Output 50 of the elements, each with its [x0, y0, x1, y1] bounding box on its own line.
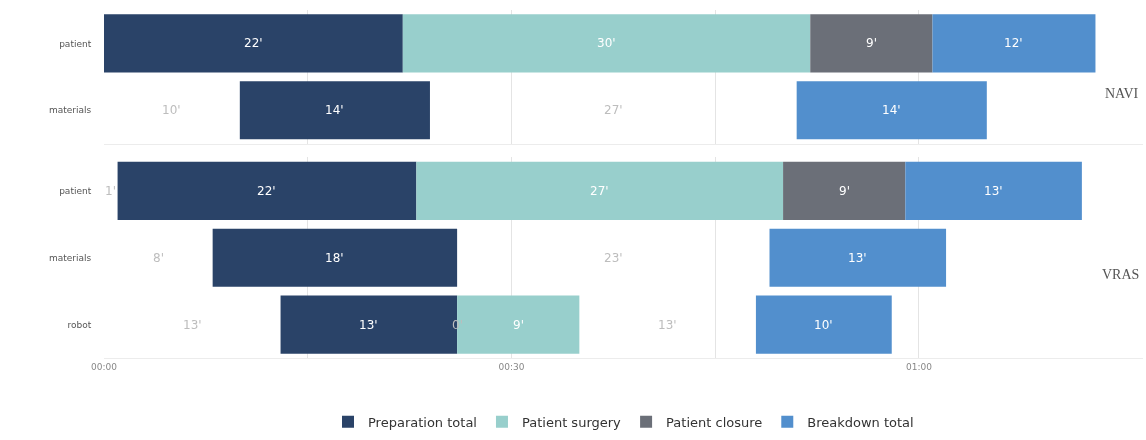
bar [783, 161, 906, 220]
x-tick-label: 01:00 [905, 361, 933, 372]
data-label: 10' [814, 318, 833, 332]
bar [769, 228, 947, 287]
data-label: 13' [359, 318, 378, 332]
bar [402, 14, 811, 73]
data-label: 22' [257, 184, 276, 198]
annotation: 27' [604, 103, 623, 117]
bar [810, 14, 933, 73]
annotation: 8' [153, 251, 164, 265]
bar [212, 228, 458, 287]
annotation: 0' [452, 318, 463, 332]
y-tick-label: robot [67, 319, 92, 330]
data-label: 9' [866, 36, 877, 50]
bar [239, 81, 430, 140]
y-tick-label: materials [48, 105, 92, 116]
data-label: 30' [597, 36, 616, 50]
y-tick-label: patient [59, 38, 92, 49]
bar [755, 295, 892, 354]
data-label: 14' [882, 103, 901, 117]
text: NAVI [1105, 86, 1139, 101]
data-label: 22' [244, 36, 263, 50]
legend-label: Patient closure [666, 414, 763, 430]
data-label: 13' [984, 184, 1003, 198]
data-label: 27' [590, 184, 609, 198]
data-label: 9' [513, 318, 524, 332]
annotation: 23' [604, 251, 623, 265]
bar [416, 161, 784, 220]
text: VRAS [1102, 267, 1140, 282]
data-label: 14' [325, 103, 344, 117]
data-label: 9' [839, 184, 850, 198]
legend-label: Breakdown total [807, 414, 914, 430]
y-tick-label: patient [59, 186, 92, 197]
legend-label: Preparation total [368, 414, 477, 430]
data-label: 12' [1004, 36, 1023, 50]
bar [905, 161, 1082, 220]
annotation: 10' [162, 103, 181, 117]
bar [117, 161, 417, 220]
data-label: 13' [848, 251, 867, 265]
legend-label: Patient surgery [521, 414, 622, 430]
bar [932, 14, 1096, 73]
x-tick-label: 00:30 [498, 361, 525, 372]
bar [104, 14, 403, 73]
bar [796, 81, 987, 140]
x-tick-label: 00:00 [91, 361, 118, 372]
y-tick-label: materials [48, 252, 92, 263]
annotation: 13' [658, 318, 677, 332]
annotation: 13' [183, 318, 202, 332]
annotation: 1' [105, 184, 116, 198]
data-label: 18' [325, 251, 344, 265]
